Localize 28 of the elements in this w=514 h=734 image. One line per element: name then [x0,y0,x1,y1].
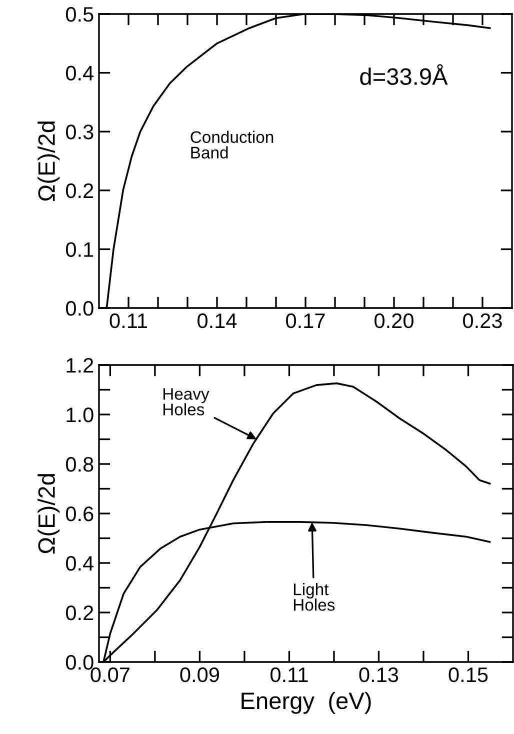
annotation: Heavy Holes [163,388,210,416]
y-axis-title: Ω(E)/2d [38,122,60,201]
y-tick-label: 0.0 [66,301,94,316]
y-axis-title: Ω(E)/2d [38,474,60,554]
y-tick-label: 0.5 [66,7,94,22]
y-tick-label: 0.4 [66,556,94,571]
x-tick-label: 0.17 [286,313,325,328]
y-tick-label: 0.6 [66,506,94,522]
y-tick-label: 1.2 [66,358,94,373]
y-tick-label: 0.1 [66,242,94,257]
y-tick-label: 0.2 [66,606,94,620]
x-tick-label: 0.11 [110,313,147,328]
x-tick-label: 0.09 [180,667,219,682]
x-tick-label: 0.14 [198,313,237,328]
y-tick-label: 0.2 [66,183,94,198]
x-tick-label: 0.23 [463,313,502,328]
x-tick-label: 0.11 [270,667,308,682]
x-tick-label: 0.15 [448,667,488,682]
x-axis-title: Energy (eV) [242,692,371,714]
y-tick-label: 0.8 [66,457,94,472]
annotation: Light Holes [294,583,335,611]
y-tick-label: 0.3 [66,124,94,140]
x-tick-label: 0.20 [374,313,414,328]
y-tick-label: 1.0 [66,408,94,422]
annotation: d=33.9Å [360,64,448,86]
y-tick-label: 0.4 [66,66,94,81]
x-tick-label: 0.13 [359,667,398,682]
annotation: Conduction Band [190,130,274,159]
